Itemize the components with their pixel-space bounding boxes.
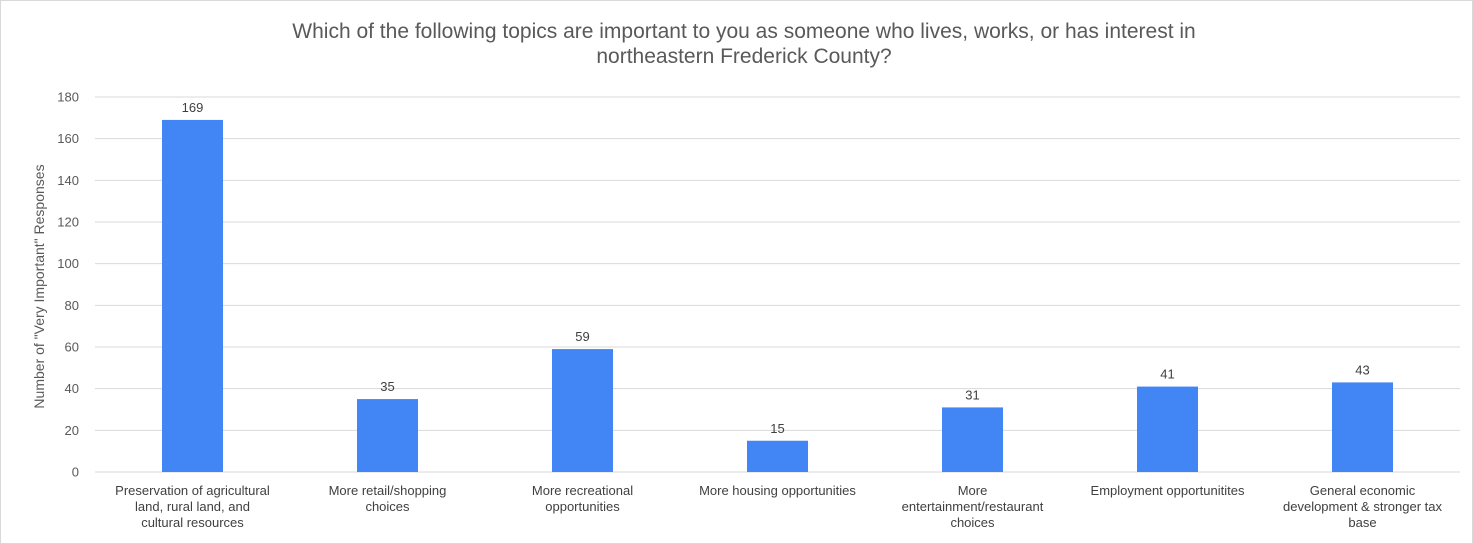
y-tick-label: 180 [57, 90, 79, 105]
y-tick-label: 100 [57, 256, 79, 271]
data-label: 15 [770, 421, 784, 436]
x-tick-label-line: development & stronger tax [1283, 499, 1442, 514]
x-tick-label-line: cultural resources [141, 515, 244, 530]
chart-title-line: northeastern Frederick County? [596, 45, 891, 68]
x-tick-label-line: base [1348, 515, 1376, 530]
x-tick-label-line: Preservation of agricultural [115, 483, 270, 498]
x-axis-ticks: Preservation of agricultural land, rural … [115, 483, 1442, 530]
y-tick-label: 160 [57, 131, 79, 146]
x-tick-label-line: choices [365, 499, 410, 514]
data-label: 169 [182, 100, 204, 115]
x-tick-label: More recreational opportunities [532, 483, 633, 514]
x-tick-label-line: More housing opportunities [699, 483, 856, 498]
x-tick-label: More housing opportunities [699, 483, 856, 498]
x-tick-label: General economic development & stronger t… [1283, 483, 1442, 530]
gridlines [95, 96, 1460, 473]
x-tick-label: More entertainment/restaurant choices [902, 483, 1044, 530]
x-tick-label-line: Employment opportunitites [1091, 483, 1245, 498]
y-tick-label: 0 [72, 465, 79, 480]
x-tick-label-line: More [958, 483, 988, 498]
x-tick-label: Employment opportunitites [1091, 483, 1245, 498]
y-tick-label: 80 [65, 298, 79, 313]
x-tick-label-line: More recreational [532, 483, 633, 498]
chart-title-line: Which of the following topics are import… [292, 20, 1195, 43]
data-label: 41 [1160, 367, 1174, 382]
x-tick-label-line: land, rural land, and [135, 499, 250, 514]
x-tick-label-line: choices [950, 515, 995, 530]
y-axis-label: Number of "Very Important" Responses [31, 164, 47, 408]
bar [1332, 382, 1393, 472]
data-labels: 169 35 59 15 31 41 43 [182, 100, 1370, 436]
data-label: 59 [575, 329, 589, 344]
x-tick-label: Preservation of agricultural land, rural … [115, 483, 270, 530]
chart-title: Which of the following topics are import… [292, 20, 1195, 68]
bar [1137, 386, 1198, 472]
y-tick-label: 120 [57, 215, 79, 230]
x-tick-label-line: entertainment/restaurant [902, 499, 1044, 514]
bar [552, 349, 613, 472]
x-tick-label: More retail/shopping choices [329, 483, 447, 514]
x-tick-label-line: More retail/shopping [329, 483, 447, 498]
y-axis-title: Number of "Very Important" Responses [31, 164, 47, 408]
data-label: 43 [1355, 362, 1369, 377]
y-tick-label: 140 [57, 173, 79, 188]
bar [357, 399, 418, 472]
y-tick-label: 60 [65, 340, 79, 355]
bar [942, 407, 1003, 472]
bar [747, 440, 808, 472]
data-label: 31 [965, 387, 979, 402]
x-tick-label-line: General economic [1310, 483, 1416, 498]
bar [162, 119, 223, 473]
y-tick-label: 40 [65, 381, 79, 396]
x-tick-label-line: opportunities [545, 499, 620, 514]
y-axis-ticks: 0 20 40 60 80 100 120 140 160 180 [57, 90, 79, 480]
bars [162, 119, 1393, 473]
y-tick-label: 20 [65, 423, 79, 438]
data-label: 35 [380, 379, 394, 394]
